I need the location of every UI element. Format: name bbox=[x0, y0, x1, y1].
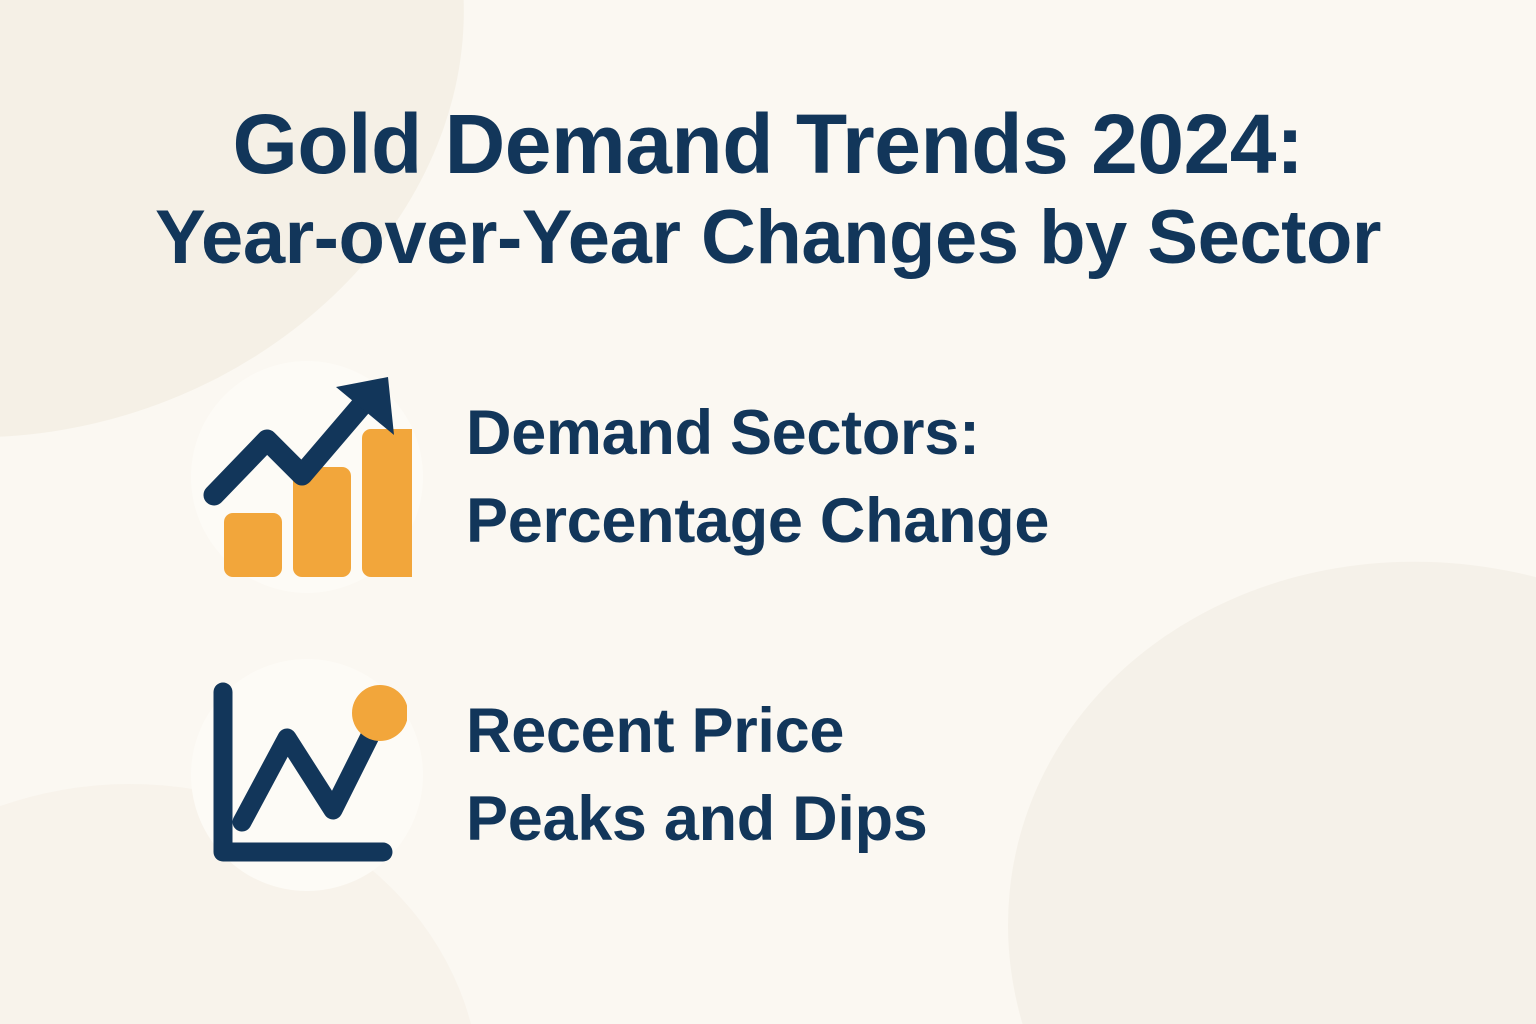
page-title-line-1: Gold Demand Trends 2024: bbox=[232, 97, 1304, 191]
page-title: Gold Demand Trends 2024: Year-over-Year … bbox=[0, 96, 1536, 284]
list-item-1-line-1: Demand Sectors: bbox=[466, 398, 980, 468]
list-item-2-line-2: Peaks and Dips bbox=[466, 784, 928, 854]
list-item-text-2: Recent Price Peaks and Dips bbox=[438, 687, 928, 863]
line-chart-peaks-dips-icon bbox=[213, 682, 407, 862]
icon-container-2 bbox=[176, 650, 438, 900]
page-title-line-2: Year-over-Year Changes by Sector bbox=[155, 195, 1381, 280]
list-item-text-1: Demand Sectors: Percentage Change bbox=[438, 389, 1049, 565]
list-item-1-line-2: Percentage Change bbox=[466, 486, 1050, 556]
list-item-recent-price: Recent Price Peaks and Dips bbox=[176, 650, 1416, 900]
bullet-list: Demand Sectors: Percentage Change Recent… bbox=[176, 352, 1416, 900]
list-item-demand-sectors: Demand Sectors: Percentage Change bbox=[176, 352, 1416, 602]
list-item-2-line-1: Recent Price bbox=[466, 696, 845, 766]
icon-container-1 bbox=[176, 352, 438, 602]
bar-chart-growth-arrow-icon bbox=[203, 377, 412, 577]
